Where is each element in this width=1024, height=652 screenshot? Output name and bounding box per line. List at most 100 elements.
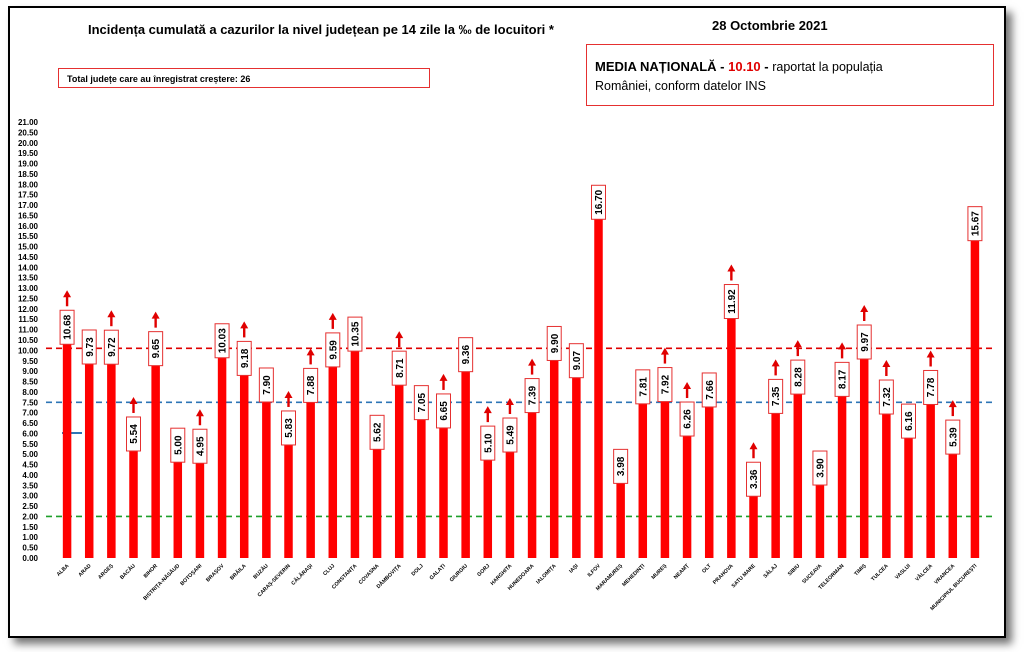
y-tick-label: 2.00: [22, 512, 38, 521]
bars: [62, 211, 980, 558]
y-tick-label: 0.00: [22, 554, 38, 563]
value-label-text: 7.92: [661, 374, 672, 394]
y-tick-label: 2.50: [22, 502, 38, 511]
x-tick-label: BRĂILA: [229, 562, 248, 581]
value-label: 9.73: [81, 329, 97, 365]
value-label: 6.26: [679, 401, 695, 437]
value-label-text: 8.71: [395, 358, 406, 378]
value-label-text: 7.32: [882, 387, 893, 407]
y-tick-label: 21.00: [18, 118, 39, 127]
national-average-box: MEDIA NAȚIONALĂ - 10.10 - raportat la po…: [586, 44, 994, 106]
increase-arrow-icon: [683, 382, 692, 399]
x-tick-label: PRAHOVA: [712, 563, 735, 586]
value-label-text: 7.78: [926, 377, 937, 397]
bar: [660, 393, 670, 558]
increase-arrow-icon: [306, 348, 315, 365]
value-label-text: 9.73: [85, 337, 96, 357]
bar: [793, 386, 803, 558]
x-tick-label: IAȘI: [568, 563, 580, 575]
bar: [350, 343, 360, 558]
value-label-text: 9.59: [328, 340, 339, 360]
bar: [704, 398, 714, 558]
value-label: 4.95: [192, 428, 208, 464]
value-label: 5.10: [480, 425, 496, 461]
value-label-text: 5.54: [129, 424, 140, 444]
value-label-text: 9.65: [151, 338, 162, 358]
bar: [328, 358, 338, 558]
bar: [461, 363, 470, 558]
value-label: 10.68: [59, 309, 75, 345]
x-tick-label: NEAMȚ: [673, 563, 691, 581]
x-tick-label: CLUJ: [322, 563, 336, 577]
x-tick-label: BOTOȘANI: [179, 563, 203, 587]
bar: [173, 454, 183, 558]
increase-arrow-icon: [151, 311, 160, 328]
x-tick-label: GORJ: [476, 563, 491, 578]
value-label-text: 9.36: [461, 345, 472, 365]
y-tick-label: 6.00: [22, 429, 38, 438]
y-tick-label: 17.00: [18, 201, 39, 210]
y-tick-label: 15.00: [18, 243, 39, 252]
value-label: 9.59: [325, 332, 341, 368]
x-axis-ticks: ALBA ARAD ARGEȘ BACĂU BIHORBISTRIȚA-NĂSĂUDBO…: [56, 562, 979, 612]
reference-lines: [46, 347, 994, 518]
x-tick-label: SATU MARE: [731, 563, 758, 590]
value-label: 5.49: [502, 417, 518, 453]
value-label-text: 6.26: [683, 409, 694, 429]
increase-arrow-icon: [107, 310, 116, 327]
increase-arrow-icon: [240, 321, 249, 338]
x-tick-label: MUREȘ: [651, 563, 669, 581]
value-label: 5.00: [170, 427, 186, 463]
value-label-text: 5.39: [948, 427, 959, 447]
value-label: 7.39: [524, 378, 540, 414]
y-tick-label: 10.50: [18, 336, 39, 345]
y-tick-label: 11.50: [18, 315, 38, 324]
y-tick-label: 8.00: [22, 388, 38, 397]
y-tick-label: 14.50: [18, 253, 39, 262]
x-tick-label: COVASNA: [358, 563, 381, 586]
value-label: 15.67: [967, 206, 983, 242]
y-tick-label: 5.00: [22, 450, 38, 459]
y-tick-label: 16.00: [18, 222, 39, 231]
bar: [239, 367, 249, 558]
bar: [594, 211, 603, 558]
x-tick-label: GALAȚI: [429, 563, 448, 582]
bar: [682, 428, 692, 558]
x-tick-label: VÂLCEA: [914, 562, 934, 582]
increase-arrow-icon: [328, 312, 337, 329]
value-label: 7.88: [303, 367, 319, 403]
y-tick-label: 12.50: [18, 294, 39, 303]
value-label: 8.71: [391, 350, 407, 386]
increase-arrow-icon: [948, 400, 957, 417]
x-tick-label: SUCEAVA: [801, 563, 823, 585]
value-label: 9.90: [546, 325, 562, 361]
value-label: 3.36: [746, 461, 761, 497]
bar: [572, 369, 581, 558]
increase-arrow-icon: [528, 358, 537, 375]
bar: [771, 405, 780, 558]
value-label-text: 7.81: [638, 377, 649, 397]
value-label-text: 7.66: [705, 380, 716, 400]
x-tick-label: OLT: [701, 563, 713, 575]
bar: [306, 394, 315, 558]
national-average-note-2: României, conform datelor INS: [595, 79, 766, 93]
bar: [129, 442, 138, 558]
x-tick-label: SĂLAJ: [762, 562, 779, 579]
value-label: 9.18: [236, 340, 252, 376]
value-label: 7.92: [657, 367, 673, 403]
bar: [904, 430, 913, 558]
y-tick-label: 12.00: [18, 305, 39, 314]
value-label-text: 9.07: [572, 351, 583, 371]
growth-count-box: Total județe care au înregistrat creșter…: [58, 68, 430, 88]
value-label: 5.54: [126, 416, 141, 452]
x-tick-label: TIMIȘ: [853, 563, 868, 578]
value-label: 5.62: [369, 414, 385, 450]
increase-arrow-icon: [63, 290, 72, 307]
value-label-text: 3.36: [749, 469, 760, 489]
value-label: 9.65: [148, 331, 164, 367]
bar: [107, 356, 116, 558]
y-tick-label: 17.50: [18, 191, 39, 200]
bar: [527, 404, 537, 558]
value-label-text: 9.97: [860, 332, 871, 352]
value-label-text: 7.39: [528, 385, 539, 405]
